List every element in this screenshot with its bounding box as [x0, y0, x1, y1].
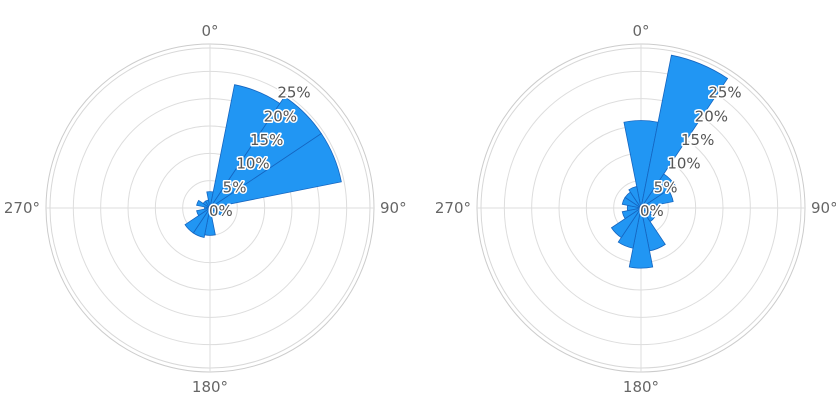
angle-tick-label: 180° [192, 378, 228, 396]
wind-bar [628, 186, 642, 209]
angle-tick-label: 0° [201, 22, 218, 40]
radial-tick-label: 0% [209, 202, 233, 220]
wind-bar [640, 173, 676, 209]
radial-tick-label: 0% [640, 202, 664, 220]
radial-tick-label: 5% [223, 178, 247, 196]
radial-tick-label: 15% [681, 131, 714, 149]
wind-bar [196, 207, 211, 217]
angle-tick-label: 90° [811, 199, 836, 217]
polar-chart-right: 0° 90° 180° 270° 0% 5% 10% 15% 20% 25% [435, 22, 836, 396]
wind-bar [621, 207, 642, 220]
radial-tick-label: 25% [708, 84, 741, 102]
wind-bar [209, 203, 230, 213]
angle-tick-label: 270° [435, 199, 471, 217]
wind-bar [640, 204, 658, 212]
angle-tick-label: 90° [380, 199, 407, 217]
wind-bar [204, 199, 211, 209]
wind-bar [610, 207, 642, 239]
radial-tick-label: 15% [250, 131, 283, 149]
wind-bar [640, 54, 729, 209]
angle-tick-label: 270° [4, 199, 40, 217]
radial-tick-label: 20% [264, 107, 297, 125]
wind-bar [640, 189, 674, 209]
wind-bar [617, 207, 642, 249]
wind-bar [628, 207, 654, 269]
radial-tick-label: 20% [695, 107, 728, 125]
wind-bar [184, 207, 211, 234]
radial-tick-label: 10% [236, 155, 269, 173]
radial-tick-label: 10% [667, 155, 700, 173]
radial-tick-label: 5% [654, 178, 678, 196]
angle-tick-label: 0° [632, 22, 649, 40]
polar-chart-left: 0° 90° 180° 270° 0% 5% 10% 15% 20% 25% [4, 22, 407, 396]
wind-bar [209, 133, 342, 209]
radial-tick-label: 25% [277, 84, 310, 102]
angle-tick-label: 180° [623, 378, 659, 396]
